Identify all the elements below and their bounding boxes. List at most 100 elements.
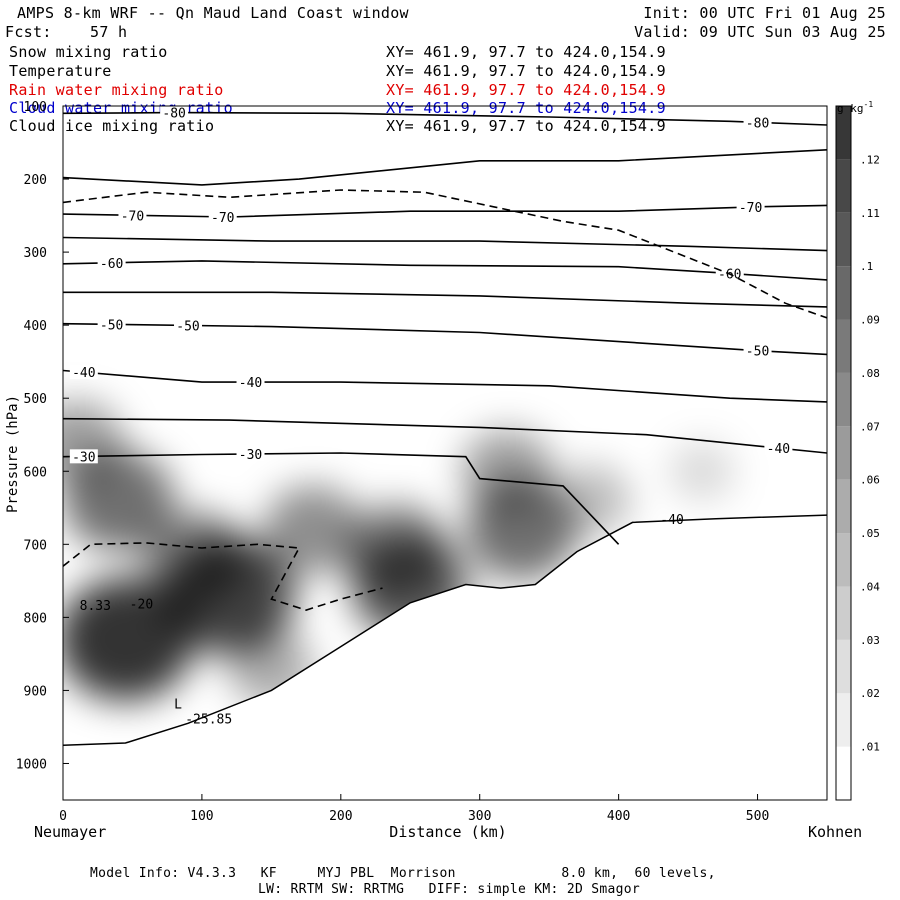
colorbar: .01 .02 .03 .04 .05 .06 .07 .08 .09 .1 .11 .12 (835, 105, 880, 801)
field-xy-cloud-ice: XY= 461.9, 97.7 to 424.0,154.9 (386, 117, 666, 135)
terrain-surface-line (63, 514, 827, 746)
contour-label: -70 (211, 211, 234, 226)
plot-annotation: -40 (660, 513, 683, 528)
y-tick-label: 400 (24, 319, 47, 334)
plot-frame (62, 105, 828, 801)
colorbar-label: .02 (860, 687, 880, 700)
y-tick-label: 1000 (16, 757, 47, 772)
contour-label: -60 (718, 267, 741, 282)
contour-label: -30 (239, 448, 262, 463)
plot-annotation: -25.85 (185, 712, 232, 727)
footer-model-info: Model Info: V4.3.3 KF MYJ PBL Morrison 8… (90, 866, 716, 881)
contour-label: -70 (739, 201, 762, 216)
contour-label-bg (174, 318, 203, 333)
plot-annotation: -20 (130, 598, 153, 613)
contour-label-bg (743, 343, 772, 358)
snow-cell-6 (263, 485, 363, 574)
valid-time: Valid: 09 UTC Sun 03 Aug 25 (634, 23, 886, 41)
init-time: Init: 00 UTC Fri 01 Aug 25 (643, 4, 886, 22)
contour-label: -50 (100, 318, 123, 333)
dashed-contour-upper (63, 189, 827, 319)
contour-label-bg (736, 200, 765, 215)
contour-label: -50 (176, 319, 199, 334)
forecast-hour: 57 h (90, 23, 128, 41)
temperature-contour-4 (63, 260, 827, 281)
x-tick-label: 200 (329, 809, 352, 824)
y-axis: 100 200 300 400 500 600 700 800 900 1000 (16, 100, 69, 772)
colorbar-unit: g kg-1 (837, 100, 873, 115)
y-tick-label: 900 (24, 684, 47, 699)
plot-annotations: 8.33 -20 L-25.85 -40 (80, 513, 684, 727)
dashed-contour-lower (63, 542, 383, 611)
y-tick-label: 200 (24, 173, 47, 188)
colorbar-swatch (836, 426, 851, 480)
temperature-contour-9 (63, 452, 620, 545)
colorbar-swatch (836, 479, 851, 534)
colorbar-swatch (836, 639, 851, 694)
colorbar-swatch (836, 212, 851, 267)
field-name-cloud-water: Cloud water mixing ratio (9, 99, 233, 117)
contour-label: -40 (767, 442, 790, 457)
contour-label: -40 (239, 376, 262, 391)
x-tick-label: 300 (468, 809, 491, 824)
dashed-contours (63, 189, 827, 611)
chart-title: AMPS 8-km WRF -- Qn Maud Land Coast wind… (17, 4, 409, 22)
plot-annotation: 8.33 (80, 599, 111, 614)
contour-label-bg (208, 209, 237, 224)
contour-label-bg (236, 446, 265, 461)
snow-cell-1 (63, 450, 175, 551)
temperature-contour-7 (63, 369, 827, 403)
snow-cell-2 (63, 577, 194, 701)
x-tick-label: 0 (59, 809, 67, 824)
contour-label: -60 (100, 257, 123, 272)
colorbar-swatch (836, 586, 851, 640)
temperature-contours: -80 -80 -70 -70 -70 -60 -60 -50 -50 -50 -40 -40 -40 -… (63, 106, 827, 545)
colorbar-label: .07 (860, 420, 880, 433)
snow-cell-4 (164, 536, 295, 655)
temperature-contour-8 (63, 417, 827, 454)
x-axis-label: Distance (km) (389, 823, 506, 841)
footer-physics-info: LW: RRTM SW: RRTMG DIFF: simple KM: 2D S… (258, 882, 640, 897)
contour-label: -40 (72, 366, 95, 381)
terrain-mask (63, 514, 827, 800)
x-left-station: Neumayer (34, 823, 106, 841)
colorbar-frame (835, 105, 852, 801)
colorbar-swatch (836, 533, 851, 587)
colorbar-swatch (836, 106, 851, 160)
contour-label-bg (118, 208, 147, 223)
colorbar-label: .03 (860, 634, 880, 647)
shading-blobs (63, 400, 736, 708)
colorbar-label: .12 (860, 153, 880, 166)
snow-cell-10 (465, 479, 577, 580)
y-axis-label: Pressure (hPa) (5, 395, 21, 513)
terrain-fill (63, 515, 827, 800)
x-axis: 0 100 200 300 400 500 (59, 794, 769, 824)
contour-label-bg (69, 365, 98, 380)
colorbar-swatch (836, 319, 851, 373)
contour-label-bg (97, 317, 126, 332)
x-tick-label: 500 (746, 809, 769, 824)
snow-mixing-ratio-shading (63, 400, 736, 708)
contour-label-bg (764, 441, 793, 456)
contour-label-bg (160, 106, 189, 120)
colorbar-swatch (836, 266, 851, 320)
snow-cell-11 (551, 464, 631, 537)
colorbar-swatch (836, 372, 851, 427)
contour-label: -70 (121, 209, 144, 224)
field-xy-rain: XY= 461.9, 97.7 to 424.0,154.9 (386, 81, 666, 99)
field-name-rain: Rain water mixing ratio (9, 81, 224, 99)
y-tick-label: 100 (24, 100, 47, 115)
field-xy-temperature: XY= 461.9, 97.7 to 424.0,154.9 (386, 62, 666, 80)
snow-cell-12 (668, 441, 736, 502)
colorbar-label: .01 (860, 741, 880, 754)
colorbar-swatch (836, 746, 851, 800)
contour-label: -80 (162, 107, 185, 122)
x-tick-label: 100 (190, 809, 213, 824)
colorbar-label: .05 (860, 527, 880, 540)
forecast-label: Fcst: (5, 23, 52, 41)
contour-label: -80 (746, 116, 769, 131)
contour-label: -30 (72, 450, 95, 465)
colorbar-label: .06 (860, 474, 880, 487)
field-name-cloud-ice: Cloud ice mixing ratio (9, 117, 215, 135)
